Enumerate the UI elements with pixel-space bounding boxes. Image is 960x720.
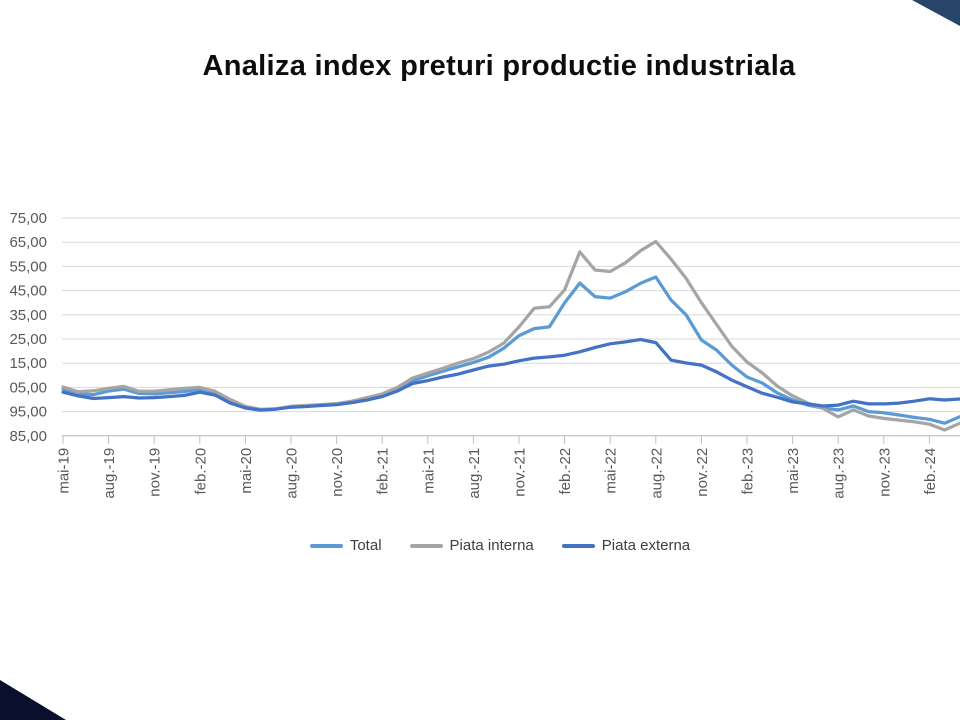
legend-label-piata-interna: Piata interna [449, 537, 534, 554]
svg-text:mai-20: mai-20 [238, 448, 255, 494]
legend-line-swatch-piata-interna [409, 543, 443, 548]
legend-line-swatch-total [309, 543, 343, 548]
svg-text:nov.-20: nov.-20 [329, 448, 346, 497]
svg-text:15,00: 15,00 [9, 355, 47, 372]
svg-text:45,00: 45,00 [9, 283, 47, 300]
series-line-total [61, 275, 960, 425]
svg-text:nov.-21: nov.-21 [512, 448, 529, 497]
svg-text:35,00: 35,00 [9, 307, 47, 324]
svg-text:aug.-22: aug.-22 [648, 448, 665, 499]
svg-text:aug.-19: aug.-19 [101, 448, 118, 499]
svg-text:nov.-23: nov.-23 [876, 448, 893, 497]
legend-item-piata-externa: Piata externa [561, 537, 691, 554]
legend-item-total: Total [309, 537, 382, 554]
decor-triangle-bottom-left [0, 680, 66, 720]
svg-text:aug.-21: aug.-21 [466, 448, 483, 499]
svg-text:feb.-20: feb.-20 [192, 448, 209, 495]
legend-label-piata-externa: Piata externa [601, 537, 691, 554]
svg-text:65,00: 65,00 [9, 234, 47, 251]
grid-lines [62, 217, 960, 437]
x-axis [62, 435, 960, 444]
svg-text:55,00: 55,00 [9, 258, 47, 275]
chart-legend: Total Piata interna Piata externa [0, 537, 960, 554]
svg-text:25,00: 25,00 [9, 331, 47, 348]
line-chart: 75,00 65,00 55,00 45,00 35,00 25,00 15,00 05,00… [9, 210, 960, 499]
svg-text:aug.-20: aug.-20 [284, 448, 301, 499]
svg-text:75,00: 75,00 [9, 210, 47, 227]
svg-text:05,00: 05,00 [9, 379, 47, 396]
svg-text:feb.-23: feb.-23 [740, 448, 757, 495]
legend-label-total: Total [349, 537, 382, 554]
svg-text:feb.-21: feb.-21 [375, 448, 392, 495]
svg-text:95,00: 95,00 [9, 404, 47, 421]
svg-text:feb.-22: feb.-22 [557, 448, 574, 495]
svg-text:nov.-22: nov.-22 [694, 448, 711, 497]
svg-text:mai-19: mai-19 [56, 448, 73, 494]
series-line-piata-interna [61, 239, 960, 432]
svg-text:85,00: 85,00 [9, 428, 47, 445]
svg-text:mai-22: mai-22 [603, 448, 620, 494]
svg-text:nov.-19: nov.-19 [147, 448, 164, 497]
svg-text:feb.-24: feb.-24 [922, 448, 939, 495]
svg-text:mai-21: mai-21 [420, 448, 437, 494]
legend-item-piata-interna: Piata interna [409, 537, 534, 554]
y-axis-labels: 75,00 65,00 55,00 45,00 35,00 25,00 15,00 05,00… [9, 210, 47, 445]
chart-title: Analiza index preturi productie industri… [202, 50, 796, 82]
series-line-piata-externa [61, 337, 960, 412]
svg-text:mai-23: mai-23 [785, 448, 802, 494]
x-axis-labels: mai-19 aug.-19 nov.-19 feb.-20 mai-20 aug.-20… [56, 448, 939, 499]
svg-text:aug.-23: aug.-23 [831, 448, 848, 499]
decor-triangle-top-right [912, 0, 960, 26]
legend-line-swatch-piata-externa [561, 543, 595, 548]
